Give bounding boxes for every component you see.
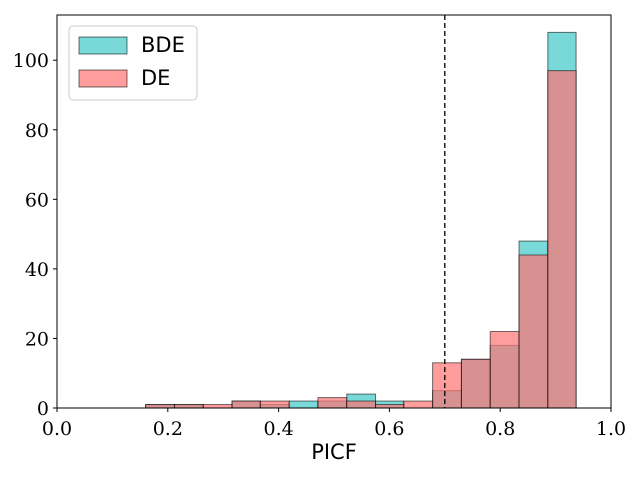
axes-frame [56, 14, 612, 409]
bar-de [547, 70, 577, 409]
y-tick-label: 60 [25, 189, 49, 211]
x-tick-label: 0.0 [42, 418, 72, 440]
x-tick-label: 0.6 [374, 418, 404, 440]
x-tick-label: 1.0 [596, 418, 626, 440]
y-tick-label: 20 [25, 328, 49, 350]
bar-de [317, 397, 348, 409]
bar-de [202, 404, 233, 409]
bar-de [460, 358, 491, 409]
legend-label-bde: BDE [141, 33, 185, 57]
y-tick-label: 40 [25, 259, 49, 281]
x-tick-label: 0.2 [153, 418, 183, 440]
bar-de [145, 404, 175, 409]
y-tick-label: 100 [13, 50, 49, 72]
bar-de [403, 400, 434, 409]
bar-de [432, 362, 462, 409]
bar-de [518, 254, 549, 409]
legend-swatch-de [78, 69, 128, 88]
x-axis-label: PICF [311, 440, 357, 464]
legend-label-de: DE [141, 66, 170, 90]
bar-de [259, 400, 290, 409]
bar-de [346, 400, 377, 409]
bar-bde [288, 400, 319, 409]
bar-de [489, 330, 520, 409]
bar-de [173, 404, 204, 409]
x-tick-label: 0.8 [485, 418, 515, 440]
bar-de [375, 404, 405, 409]
x-tick-label: 0.4 [263, 418, 293, 440]
y-tick-label: 80 [25, 120, 49, 142]
y-tick-label: 0 [37, 398, 49, 420]
legend-swatch-bde [78, 36, 128, 55]
bar-de [231, 400, 261, 409]
legend: BDE DE [68, 25, 198, 101]
